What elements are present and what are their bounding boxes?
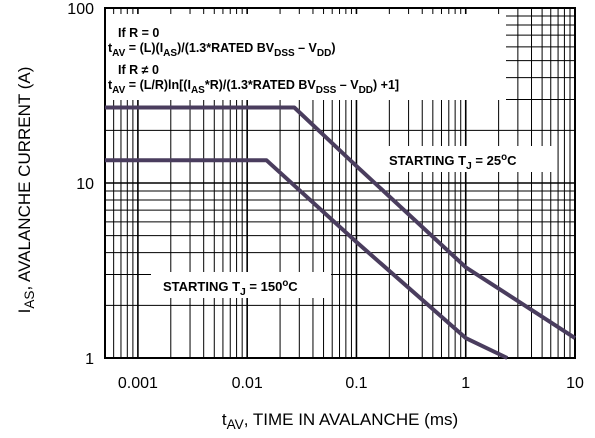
formula-box	[106, 14, 506, 100]
x-tick-label: 0.1	[345, 375, 367, 392]
series-label-tj25: STARTING TJ = 25oC	[389, 152, 517, 172]
x-axis-label: tAV, TIME IN AVALANCHE (ms)	[222, 410, 458, 432]
series-label-tj150: STARTING TJ = 150oC	[163, 278, 298, 298]
tick-labels: 0.001 0.01 0.1 1 10 1 10 100	[67, 1, 584, 392]
y-axis-label: IAS, AVALANCHE CURRENT (A)	[15, 67, 37, 314]
x-tick-label: 0.001	[118, 375, 158, 392]
formula-r-nonzero: tAV = (L/R)ln[(IAS*R)/(1.3*RATED BVDSS –…	[108, 78, 399, 96]
series-lines	[105, 105, 577, 360]
series-line-tj25	[105, 105, 577, 340]
x-tick-label: 1	[461, 375, 470, 392]
y-tick-label: 1	[85, 351, 94, 368]
formula-r-zero: tAV = (L)(IAS)/(1.3*RATED BVDSS – VDD)	[108, 41, 336, 59]
x-tick-label: 10	[566, 375, 584, 392]
label-box-tj25	[377, 146, 555, 172]
plot-frame	[104, 7, 576, 359]
formula-condition-r-nonzero: If R ≠ 0	[118, 63, 159, 77]
formula-condition-r-zero: If R = 0	[118, 26, 159, 40]
y-tick-label: 10	[76, 176, 94, 193]
x-tick-label: 0.01	[232, 375, 263, 392]
y-tick-label: 100	[67, 1, 94, 18]
series-line-tj150	[105, 158, 509, 360]
label-box-tj150	[151, 272, 331, 298]
